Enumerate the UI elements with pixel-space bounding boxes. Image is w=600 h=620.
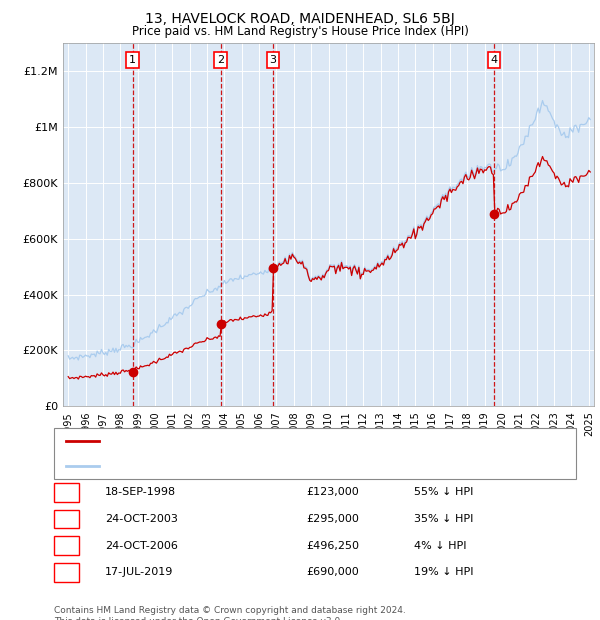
Text: 24-OCT-2003: 24-OCT-2003 [105,514,178,524]
Text: Price paid vs. HM Land Registry's House Price Index (HPI): Price paid vs. HM Land Registry's House … [131,25,469,38]
Text: 1: 1 [63,487,70,497]
Text: 19% ↓ HPI: 19% ↓ HPI [414,567,473,577]
Text: HPI: Average price, detached house, Windsor and Maidenhead: HPI: Average price, detached house, Wind… [108,461,457,471]
Text: 4: 4 [63,567,70,577]
Text: 18-SEP-1998: 18-SEP-1998 [105,487,176,497]
Text: 35% ↓ HPI: 35% ↓ HPI [414,514,473,524]
Text: 4: 4 [491,55,497,65]
Text: 3: 3 [269,55,277,65]
Text: Contains HM Land Registry data © Crown copyright and database right 2024.
This d: Contains HM Land Registry data © Crown c… [54,606,406,620]
Text: 3: 3 [63,541,70,551]
Text: 24-OCT-2006: 24-OCT-2006 [105,541,178,551]
Text: £295,000: £295,000 [306,514,359,524]
Text: 2: 2 [217,55,224,65]
Text: 2: 2 [63,514,70,524]
Text: £690,000: £690,000 [306,567,359,577]
Text: 55% ↓ HPI: 55% ↓ HPI [414,487,473,497]
Text: 1: 1 [129,55,136,65]
Text: 17-JUL-2019: 17-JUL-2019 [105,567,173,577]
Text: 4% ↓ HPI: 4% ↓ HPI [414,541,467,551]
Text: 13, HAVELOCK ROAD, MAIDENHEAD, SL6 5BJ: 13, HAVELOCK ROAD, MAIDENHEAD, SL6 5BJ [145,12,455,27]
Text: £123,000: £123,000 [306,487,359,497]
Text: £496,250: £496,250 [306,541,359,551]
Text: 13, HAVELOCK ROAD, MAIDENHEAD, SL6 5BJ (detached house): 13, HAVELOCK ROAD, MAIDENHEAD, SL6 5BJ (… [108,436,458,446]
